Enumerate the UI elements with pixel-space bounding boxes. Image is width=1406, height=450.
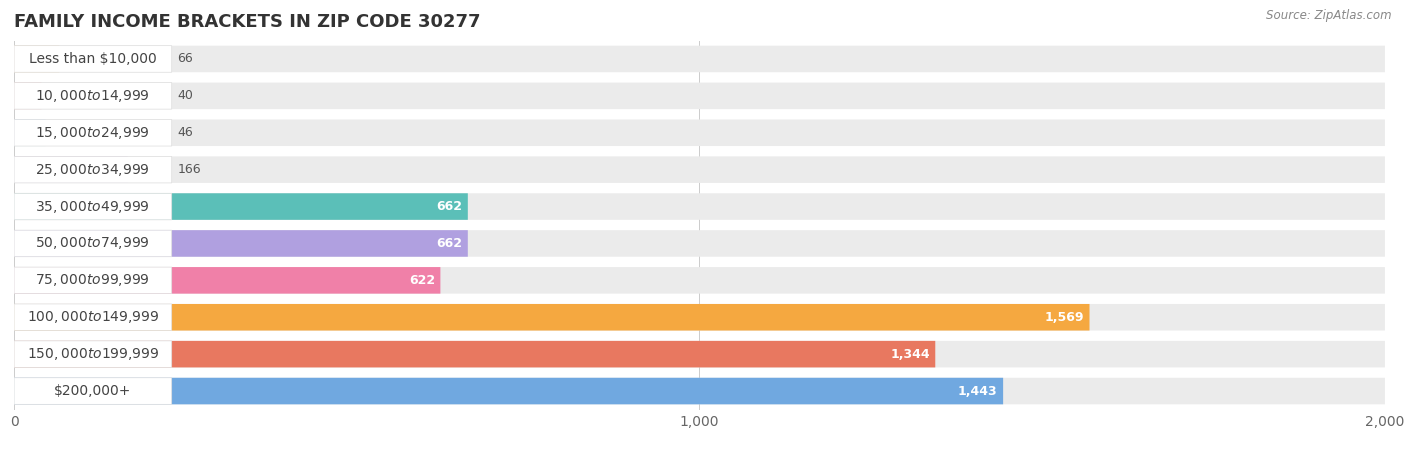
FancyBboxPatch shape	[14, 119, 45, 146]
Text: $75,000 to $99,999: $75,000 to $99,999	[35, 272, 150, 288]
Text: 1,569: 1,569	[1045, 311, 1084, 324]
Text: 662: 662	[436, 200, 463, 213]
FancyBboxPatch shape	[14, 45, 59, 72]
Text: 662: 662	[436, 237, 463, 250]
Text: $150,000 to $199,999: $150,000 to $199,999	[27, 346, 159, 362]
FancyBboxPatch shape	[14, 82, 1385, 109]
Text: FAMILY INCOME BRACKETS IN ZIP CODE 30277: FAMILY INCOME BRACKETS IN ZIP CODE 30277	[14, 13, 481, 31]
Text: 66: 66	[177, 53, 193, 65]
FancyBboxPatch shape	[14, 45, 1385, 72]
Text: $35,000 to $49,999: $35,000 to $49,999	[35, 198, 150, 215]
FancyBboxPatch shape	[14, 230, 172, 257]
FancyBboxPatch shape	[14, 230, 468, 257]
Text: 40: 40	[177, 90, 193, 102]
FancyBboxPatch shape	[14, 267, 440, 294]
Text: 1,344: 1,344	[890, 348, 929, 360]
FancyBboxPatch shape	[14, 193, 172, 220]
Text: $25,000 to $34,999: $25,000 to $34,999	[35, 162, 150, 178]
FancyBboxPatch shape	[14, 304, 1385, 331]
Text: Source: ZipAtlas.com: Source: ZipAtlas.com	[1267, 9, 1392, 22]
FancyBboxPatch shape	[14, 378, 172, 405]
FancyBboxPatch shape	[14, 341, 172, 368]
Text: 622: 622	[409, 274, 434, 287]
FancyBboxPatch shape	[14, 82, 42, 109]
FancyBboxPatch shape	[14, 230, 1385, 257]
Text: Less than $10,000: Less than $10,000	[30, 52, 156, 66]
FancyBboxPatch shape	[14, 193, 1385, 220]
FancyBboxPatch shape	[14, 267, 172, 294]
Text: 166: 166	[177, 163, 201, 176]
FancyBboxPatch shape	[14, 304, 172, 331]
FancyBboxPatch shape	[14, 341, 935, 368]
Text: $15,000 to $24,999: $15,000 to $24,999	[35, 125, 150, 141]
FancyBboxPatch shape	[14, 193, 468, 220]
FancyBboxPatch shape	[14, 156, 1385, 183]
Text: $10,000 to $14,999: $10,000 to $14,999	[35, 88, 150, 104]
FancyBboxPatch shape	[14, 378, 1385, 405]
FancyBboxPatch shape	[14, 156, 172, 183]
FancyBboxPatch shape	[14, 119, 172, 146]
Text: $200,000+: $200,000+	[55, 384, 132, 398]
FancyBboxPatch shape	[14, 82, 172, 109]
FancyBboxPatch shape	[14, 304, 1090, 331]
Text: $50,000 to $74,999: $50,000 to $74,999	[35, 235, 150, 252]
Text: 46: 46	[177, 126, 193, 139]
FancyBboxPatch shape	[14, 45, 172, 72]
FancyBboxPatch shape	[14, 341, 1385, 368]
FancyBboxPatch shape	[14, 267, 1385, 294]
FancyBboxPatch shape	[14, 378, 1002, 405]
Text: 1,443: 1,443	[957, 385, 998, 397]
FancyBboxPatch shape	[14, 119, 1385, 146]
FancyBboxPatch shape	[14, 156, 128, 183]
Text: $100,000 to $149,999: $100,000 to $149,999	[27, 309, 159, 325]
